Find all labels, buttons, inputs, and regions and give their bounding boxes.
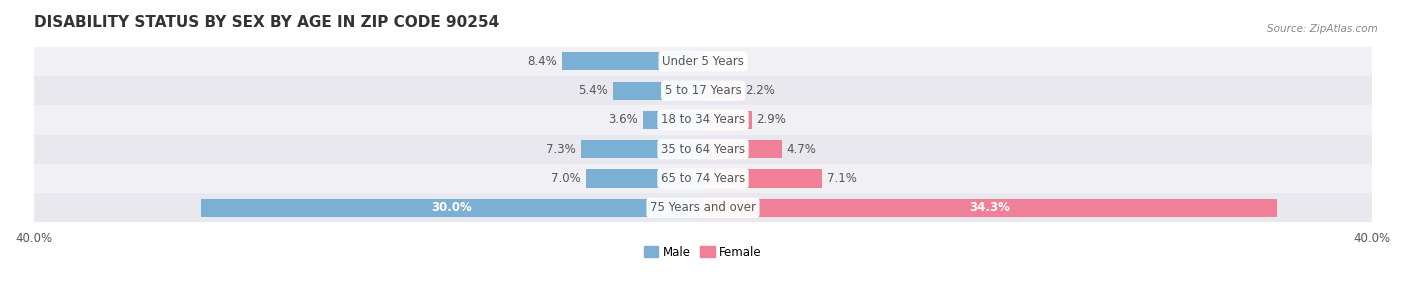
Bar [34, 135, 1372, 164]
Text: 75 Years and over: 75 Years and over [650, 201, 756, 214]
Bar [34, 193, 1372, 222]
Text: 7.3%: 7.3% [546, 143, 576, 156]
Text: 18 to 34 Years: 18 to 34 Years [661, 113, 745, 126]
Text: DISABILITY STATUS BY SEX BY AGE IN ZIP CODE 90254: DISABILITY STATUS BY SEX BY AGE IN ZIP C… [34, 15, 499, 30]
Bar [703, 140, 782, 158]
Text: 34.3%: 34.3% [970, 201, 1011, 214]
Bar [613, 81, 703, 100]
Bar [703, 169, 823, 188]
Bar [586, 169, 703, 188]
Text: 65 to 74 Years: 65 to 74 Years [661, 172, 745, 185]
Bar [34, 105, 1372, 135]
Text: 7.0%: 7.0% [551, 172, 581, 185]
Bar [643, 111, 703, 129]
Legend: Male, Female: Male, Female [640, 241, 766, 264]
Bar [34, 47, 1372, 76]
Bar [34, 76, 1372, 105]
Text: Source: ZipAtlas.com: Source: ZipAtlas.com [1267, 24, 1378, 34]
Bar [562, 52, 703, 71]
Text: 35 to 64 Years: 35 to 64 Years [661, 143, 745, 156]
Text: 2.9%: 2.9% [756, 113, 786, 126]
Bar [581, 140, 703, 158]
Text: 30.0%: 30.0% [432, 201, 472, 214]
Text: Under 5 Years: Under 5 Years [662, 55, 744, 68]
Text: 8.4%: 8.4% [527, 55, 557, 68]
Text: 5.4%: 5.4% [578, 84, 607, 97]
Bar [703, 81, 740, 100]
Text: 4.7%: 4.7% [787, 143, 817, 156]
Text: 2.2%: 2.2% [745, 84, 775, 97]
Text: 5 to 17 Years: 5 to 17 Years [665, 84, 741, 97]
Bar [34, 164, 1372, 193]
Text: 3.6%: 3.6% [607, 113, 638, 126]
Bar [703, 111, 752, 129]
Text: 0.0%: 0.0% [709, 55, 738, 68]
Bar [703, 199, 1277, 217]
Text: 7.1%: 7.1% [827, 172, 856, 185]
Bar [201, 199, 703, 217]
